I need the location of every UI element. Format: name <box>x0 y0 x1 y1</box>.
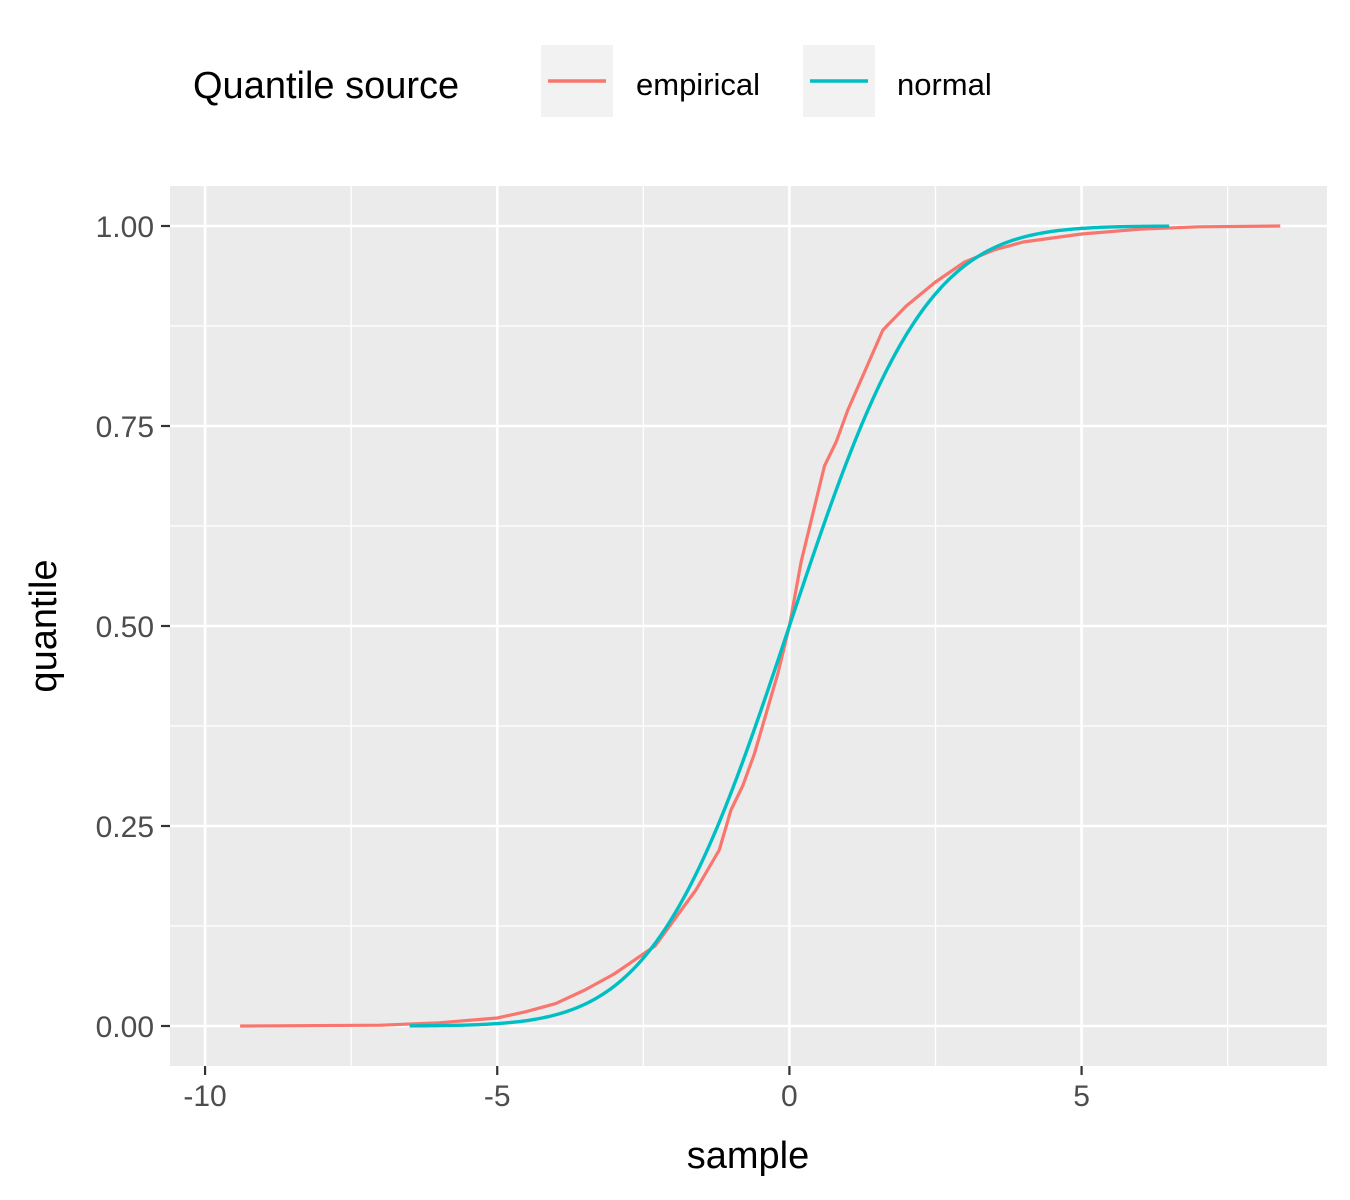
legend: Quantile source empirical normal <box>193 45 992 117</box>
y-tick-label: 0.50 <box>96 611 154 644</box>
y-tick-label: 1.00 <box>96 211 154 244</box>
legend-title: Quantile source <box>193 65 459 107</box>
series-line-normal <box>409 224 1170 1028</box>
legend-label-empirical: empirical <box>636 67 760 102</box>
grid <box>170 186 1327 1066</box>
y-axis-title: quantile <box>23 559 65 692</box>
y-tick-label: 0.75 <box>96 411 154 444</box>
x-tick-label: -10 <box>183 1080 226 1113</box>
series-layer <box>240 224 1281 1028</box>
x-tick-label: 0 <box>781 1080 798 1113</box>
x-tick-label: 5 <box>1073 1080 1090 1113</box>
x-axis-title: sample <box>687 1135 810 1177</box>
axes: -10 -5 0 5 0.00 0.25 0.50 0.75 1.00 <box>96 211 1090 1113</box>
y-tick-label: 0.25 <box>96 811 154 844</box>
legend-label-normal: normal <box>897 67 992 102</box>
x-tick-label: -5 <box>484 1080 511 1113</box>
y-tick-label: 0.00 <box>96 1011 154 1044</box>
